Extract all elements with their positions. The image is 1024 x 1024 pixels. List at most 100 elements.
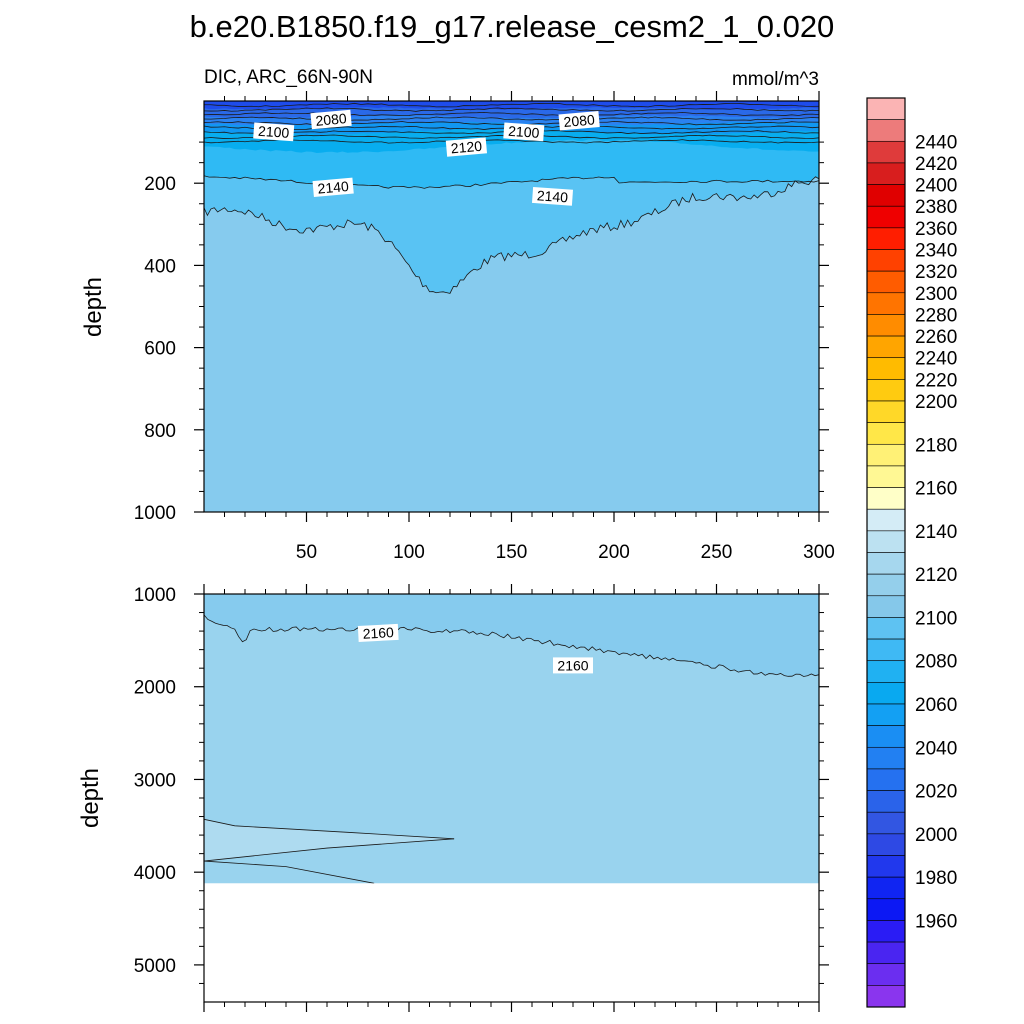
colorbar-tick-label: 2000 [915,825,957,846]
colorbar-swatch [866,920,906,943]
colorbar-swatch [866,249,906,272]
colorbar-tick-label: 2060 [915,695,957,716]
upper-y-tick-label: 800 [144,421,176,442]
upper-contour-line-2160 [203,176,820,294]
lower-y-axis-label: depth [77,768,104,828]
lower-y-tick-label: 5000 [134,956,176,977]
colorbar-tick-label: 2240 [915,349,957,370]
upper-contour-line [203,111,820,117]
colorbar-swatch [866,855,906,878]
upper-x-tick-label: 250 [701,542,733,563]
colorbar-swatch [866,963,906,986]
colorbar-tick-label: 2080 [915,652,957,673]
colorbar-tick-label: 2220 [915,370,957,391]
lower-region-2180 [204,819,455,862]
colorbar-swatch [866,573,906,597]
upper-contour-label: 2140 [312,177,354,198]
colorbar-swatch [866,876,906,900]
colorbar-swatch [866,617,906,640]
upper-y-tick-label: 600 [144,339,176,360]
upper-contour-line-2140 [203,175,820,189]
lower-missing-region [204,883,819,1002]
upper-units-label: mmol/m^3 [732,69,819,90]
colorbar-tick-label: 2320 [915,262,957,283]
colorbar-swatch [866,292,906,315]
colorbar-swatch [866,465,906,488]
upper-x-tick-label: 100 [393,542,425,563]
colorbar-swatch [866,508,906,532]
lower-contour-line [203,860,375,884]
colorbar-swatch [866,227,906,250]
colorbar-tick-label: 2140 [915,522,957,543]
colorbar-swatch [866,746,906,770]
svg-text:2100: 2100 [508,123,540,141]
svg-text:2140: 2140 [317,178,350,197]
upper-left-label: DIC, ARC_66N-90N [204,67,373,88]
colorbar-swatch [866,184,906,207]
colorbar-tick-label: 2340 [915,241,957,262]
colorbar-swatch [866,162,906,185]
upper-x-tick-label: 200 [598,542,630,563]
colorbar-swatch [866,552,906,575]
lower-y-tick-label: 3000 [134,770,176,791]
upper-contour-label: 2080 [558,111,600,131]
upper-contour-label: 2080 [310,109,352,130]
colorbar-tick-label: 2360 [915,219,957,240]
upper-contour-panel: 2100 2080 2120 2100 2080 2140 2140 200 400 600 800… [134,91,835,563]
upper-x-tick-label: 50 [296,542,317,563]
colorbar-swatch [866,941,906,965]
lower-contour-line [203,838,455,862]
colorbar-tick-label: 1960 [915,911,957,932]
lower-y-tick-label: 4000 [134,863,176,884]
svg-text:2080: 2080 [563,111,596,130]
colorbar-swatch [866,833,906,856]
colorbar-swatch [866,985,906,1008]
upper-contour-line [203,102,820,108]
colorbar-tick-label: 2020 [915,782,957,803]
colorbar-tick-label: 2260 [915,327,957,348]
upper-y-tick-label: 1000 [134,503,176,524]
colorbar-tick-label: 2400 [915,176,957,197]
lower-contour-label: 2160 [553,657,593,674]
lower-y-tick-label: 1000 [134,585,176,606]
svg-text:2120: 2120 [450,138,483,157]
upper-contour-label: 2100 [253,122,295,142]
colorbar-tick-label: 2200 [915,392,957,413]
upper-contour-label: 2120 [445,137,488,157]
colorbar-swatch [866,314,906,337]
colorbar-swatch [866,703,906,726]
colorbar-tick-label: 2160 [915,479,957,500]
lower-region-2170 [204,614,819,884]
upper-y-axis-label: depth [80,277,107,337]
page-title: b.e20.B1850.f19_g17.release_cesm2_1_0.02… [190,9,835,44]
upper-y-tick-label: 200 [144,174,176,195]
colorbar-swatch [866,335,906,359]
svg-text:2080: 2080 [315,110,348,129]
colorbar-tick-label: 2100 [915,608,957,629]
upper-region-2160 [204,176,819,513]
colorbar-swatch [866,422,906,445]
colorbar: 2440242024002380236023402320230022802260… [866,97,957,1008]
svg-text:2160: 2160 [362,624,394,642]
colorbar-swatch [866,790,906,813]
upper-contour-line [203,139,820,144]
colorbar-swatch [866,119,906,142]
colorbar-swatch [866,357,906,380]
colorbar-swatch [866,487,906,510]
lower-contour-line-2160 [203,614,820,677]
colorbar-swatch [866,530,906,553]
colorbar-swatch [866,379,906,402]
colorbar-swatch [866,443,906,467]
lower-contour-line [203,818,455,840]
lower-contour-panel: 2160 2160 1000 2000 3000 4000 5000 [134,584,829,1012]
colorbar-swatch [866,270,906,294]
colorbar-tick-label: 2120 [915,565,957,586]
colorbar-swatch [866,898,906,921]
colorbar-swatch [866,97,906,120]
colorbar-tick-label: 2440 [915,132,957,153]
upper-contour-line [203,116,820,121]
colorbar-swatch [866,811,906,835]
colorbar-swatch [866,768,906,791]
colorbar-swatch [866,140,906,164]
colorbar-tick-label: 2040 [915,738,957,759]
